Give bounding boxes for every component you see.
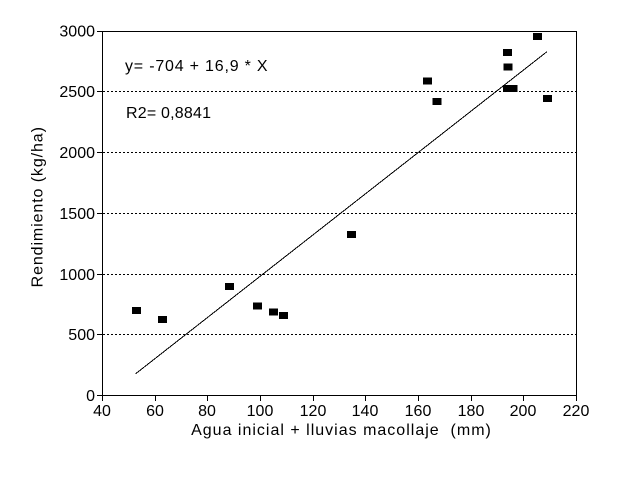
svg-text:100: 100 (247, 403, 274, 420)
svg-text:Rendimiento (kg/ha): Rendimiento (kg/ha) (30, 126, 47, 287)
svg-text:180: 180 (458, 403, 485, 420)
svg-text:0: 0 (86, 388, 95, 405)
svg-text:500: 500 (68, 327, 95, 344)
svg-text:220: 220 (563, 403, 590, 420)
svg-text:140: 140 (352, 403, 379, 420)
svg-text:80: 80 (198, 403, 216, 420)
svg-text:2500: 2500 (59, 84, 95, 101)
svg-text:1000: 1000 (59, 267, 95, 284)
svg-text:40: 40 (93, 403, 111, 420)
svg-text:R2= 0,8841: R2= 0,8841 (126, 105, 211, 122)
svg-text:120: 120 (300, 403, 327, 420)
svg-text:Agua inicial + lluvias macolla: Agua inicial + lluvias macollaje (mm) (191, 422, 492, 439)
svg-text:3000: 3000 (59, 24, 95, 41)
svg-text:1500: 1500 (59, 206, 95, 223)
svg-text:2000: 2000 (59, 145, 95, 162)
svg-text:200: 200 (510, 403, 537, 420)
svg-text:60: 60 (146, 403, 164, 420)
svg-text:y= -704 + 16,9 * X: y= -704 + 16,9 * X (125, 58, 268, 75)
svg-text:160: 160 (405, 403, 432, 420)
